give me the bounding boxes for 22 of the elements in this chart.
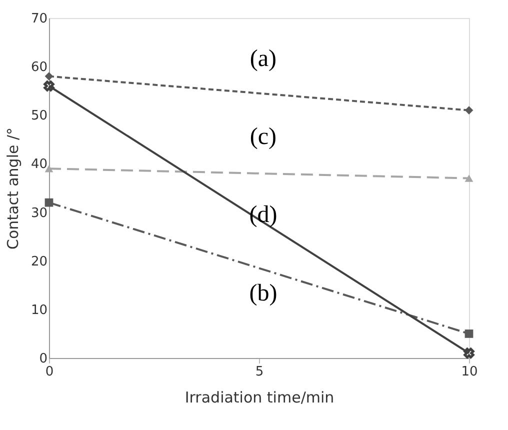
y-tick-label: 10 bbox=[30, 302, 48, 318]
annotation: (c) bbox=[250, 124, 277, 150]
x-tick-label: 5 bbox=[255, 364, 264, 380]
y-axis-title: Contact angle /° bbox=[4, 127, 22, 250]
x-axis-title: Irradiation time/min bbox=[184, 388, 334, 406]
annotation: (d) bbox=[249, 202, 278, 228]
x-tick-label: 10 bbox=[461, 364, 478, 380]
point bbox=[464, 330, 474, 338]
y-tick-label: 20 bbox=[30, 254, 48, 270]
y-tick-label: 60 bbox=[30, 60, 48, 76]
y-tick-label: 30 bbox=[30, 206, 48, 221]
annotation: (a) bbox=[250, 46, 277, 72]
y-tick-label: 0 bbox=[39, 352, 48, 366]
annotation: (b) bbox=[249, 280, 278, 306]
y-tick-label: 70 bbox=[30, 12, 48, 26]
y-tick-label: 50 bbox=[30, 108, 48, 124]
point bbox=[44, 198, 54, 207]
y-tick-label: 40 bbox=[30, 157, 48, 172]
point bbox=[464, 348, 474, 359]
point bbox=[44, 80, 54, 92]
point bbox=[44, 72, 54, 80]
point bbox=[464, 106, 474, 114]
